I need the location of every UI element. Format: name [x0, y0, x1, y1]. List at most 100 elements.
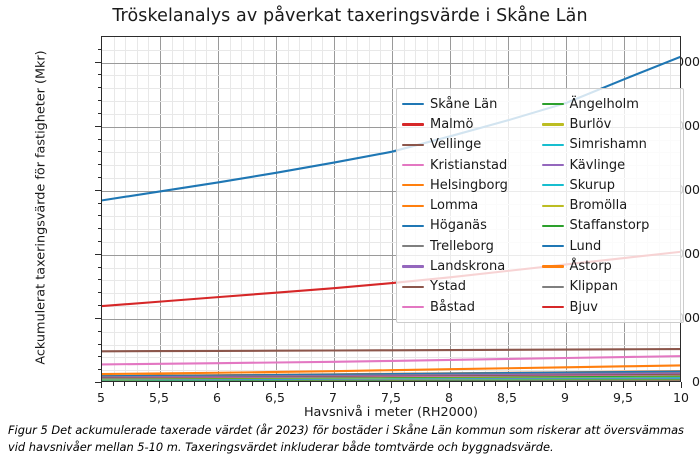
legend-color-swatch	[402, 306, 424, 309]
x-tick-major	[275, 382, 277, 388]
legend-item-label: Ängelholm	[569, 96, 639, 112]
legend-item[interactable]: Ängelholm	[541, 94, 678, 114]
gridline-major-vertical	[276, 37, 277, 381]
legend-color-swatch	[541, 285, 564, 288]
gridline-minor-horizontal	[102, 344, 680, 346]
gridline-minor-vertical	[125, 37, 127, 381]
x-tick-label: 9,5	[613, 390, 633, 405]
legend-item-label: Åstorp	[569, 259, 612, 275]
x-tick-major	[565, 382, 567, 388]
gridline-minor-vertical	[357, 37, 359, 381]
x-tick-minor	[170, 382, 172, 386]
y-tick-label: 0	[692, 374, 700, 389]
legend-item-label: Helsingborg	[430, 177, 508, 193]
y-tick-major	[95, 253, 101, 255]
legend-item[interactable]: Trelleborg	[402, 236, 538, 256]
x-tick-minor	[669, 382, 671, 386]
gridline-minor-vertical	[345, 37, 347, 381]
x-tick-minor	[147, 382, 149, 386]
x-tick-minor	[298, 382, 300, 386]
y-tick-minor	[97, 112, 101, 114]
y-tick-major	[95, 317, 101, 320]
x-tick-minor	[135, 382, 137, 386]
x-tick-minor	[576, 382, 578, 386]
x-tick-minor	[251, 382, 253, 386]
legend-item-label: Klippan	[569, 279, 618, 295]
x-tick-minor	[646, 382, 648, 386]
series-line	[102, 347, 680, 353]
legend-color-swatch	[541, 143, 564, 146]
y-tick-minor	[97, 279, 101, 281]
y-tick-minor	[97, 87, 101, 89]
figure-caption: Figur 5 Det ackumulerade taxerade värdet…	[8, 423, 684, 455]
x-tick-minor	[356, 382, 358, 386]
x-tick-minor	[309, 382, 311, 386]
gridline-major-vertical	[218, 37, 219, 381]
legend-item[interactable]: Lund	[541, 236, 678, 256]
legend-item[interactable]: Vellinge	[402, 135, 538, 155]
legend[interactable]: Skåne Län Malmö Vellinge Kristianstad Helsin…	[396, 88, 684, 324]
y-tick-minor	[97, 100, 101, 102]
legend-item-label: Båstad	[430, 299, 475, 315]
x-tick-minor	[286, 382, 288, 386]
x-tick-minor	[553, 382, 555, 386]
gridline-minor-vertical	[148, 37, 150, 381]
legend-item[interactable]: Klippan	[541, 277, 678, 297]
x-tick-minor	[541, 382, 543, 386]
y-tick-minor	[97, 138, 101, 140]
legend-item[interactable]: Helsingborg	[402, 175, 538, 195]
legend-item[interactable]: Ystad	[402, 277, 538, 297]
gridline-minor-horizontal	[102, 306, 680, 308]
gridline-minor-vertical	[206, 37, 208, 381]
legend-item-label: Staffanstorp	[569, 218, 650, 234]
y-tick-minor	[97, 164, 101, 166]
gridline-minor-horizontal	[102, 242, 680, 244]
series-line	[269, 380, 680, 381]
gridline-major-vertical	[334, 37, 335, 381]
gridline-minor-vertical	[380, 37, 382, 381]
gridline-minor-vertical	[171, 37, 173, 381]
legend-item[interactable]: Åstorp	[541, 256, 678, 276]
legend-color-swatch	[402, 103, 424, 106]
legend-item[interactable]: Malmö	[402, 114, 538, 134]
gridline-minor-vertical	[252, 37, 254, 381]
x-tick-minor	[379, 382, 381, 386]
legend-color-swatch	[402, 184, 424, 187]
legend-item[interactable]: Simrishamn	[541, 135, 678, 155]
gridline-minor-horizontal	[102, 293, 680, 295]
x-tick-label: 9	[561, 390, 569, 405]
x-tick-minor	[367, 382, 369, 386]
x-tick-major	[681, 382, 683, 388]
legend-color-swatch	[402, 224, 424, 228]
legend-item[interactable]: Skurup	[541, 175, 678, 195]
y-axis-label: Ackumulerat taxeringsvärde för fastighet…	[33, 50, 49, 365]
x-tick-minor	[495, 382, 497, 386]
gridline-minor-horizontal	[102, 216, 680, 218]
x-tick-label: 5,5	[149, 390, 169, 405]
legend-item-label: Lund	[569, 238, 602, 254]
y-tick-major	[95, 382, 101, 384]
gridline-minor-vertical	[322, 37, 324, 381]
legend-item[interactable]: Staffanstorp	[541, 216, 678, 236]
legend-item[interactable]: Båstad	[402, 297, 538, 317]
legend-item[interactable]: Bromölla	[541, 195, 678, 215]
legend-item[interactable]: Kristianstad	[402, 155, 538, 175]
gridline-minor-horizontal	[102, 331, 680, 333]
legend-item[interactable]: Burlöv	[541, 114, 678, 134]
x-tick-label: 10	[673, 390, 689, 405]
gridline-minor-vertical	[229, 37, 231, 381]
legend-color-swatch	[402, 204, 424, 207]
legend-item[interactable]: Höganäs	[402, 216, 538, 236]
legend-item[interactable]: Landskrona	[402, 256, 538, 276]
y-tick-major	[95, 189, 101, 191]
legend-item[interactable]: Lomma	[402, 195, 538, 215]
legend-item[interactable]: Kävlinge	[541, 155, 678, 175]
x-tick-major	[449, 382, 451, 388]
legend-item-label: Vellinge	[430, 137, 482, 153]
legend-item[interactable]: Skåne Län	[402, 94, 538, 114]
x-tick-label: 5	[97, 390, 105, 405]
gridline-minor-horizontal	[102, 139, 680, 141]
legend-item[interactable]: Bjuv	[541, 297, 678, 317]
x-tick-minor	[530, 382, 532, 386]
